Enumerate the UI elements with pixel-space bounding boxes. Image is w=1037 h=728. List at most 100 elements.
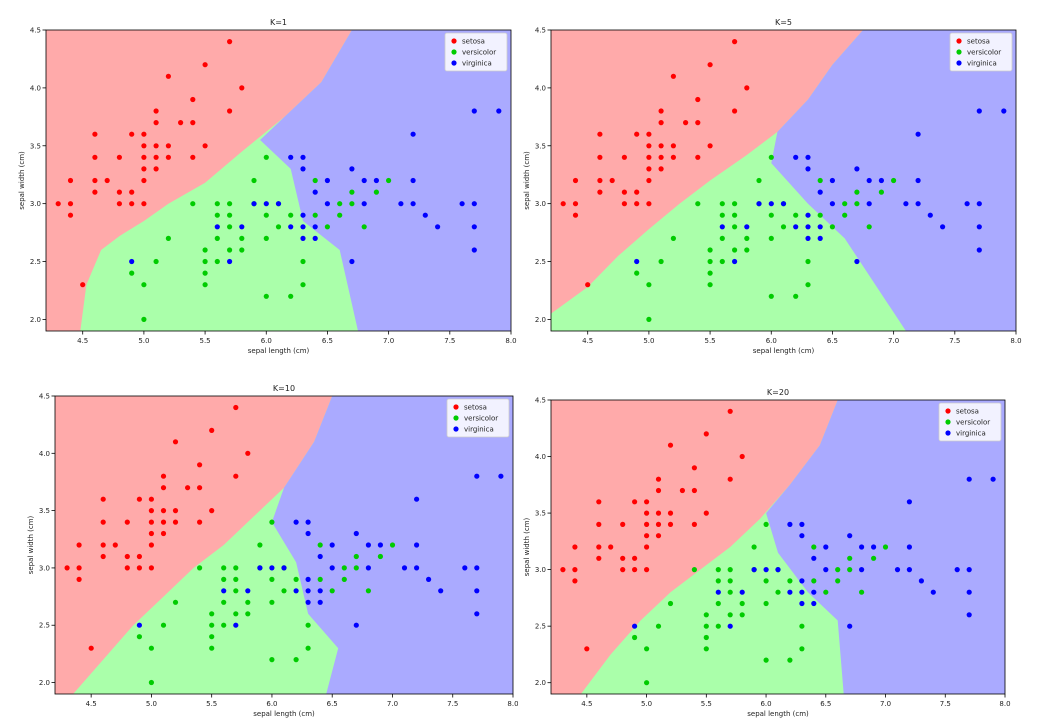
point-virginica: [751, 567, 757, 573]
point-setosa: [585, 282, 591, 288]
point-setosa: [572, 212, 579, 218]
point-setosa: [667, 442, 674, 448]
point-setosa: [100, 553, 106, 560]
point-setosa: [632, 499, 638, 505]
point-setosa: [197, 485, 203, 491]
legend-box: [949, 32, 1013, 72]
x-tick-label: 7.0: [888, 337, 899, 345]
point-versicolor: [763, 657, 769, 663]
x-tick-label: 7.0: [387, 700, 398, 708]
point-virginica: [829, 201, 835, 207]
point-setosa: [732, 39, 738, 45]
point-setosa: [209, 427, 215, 433]
point-versicolor: [768, 212, 774, 218]
point-versicolor: [341, 565, 347, 571]
point-virginica: [964, 201, 970, 207]
point-versicolor: [227, 212, 233, 218]
point-versicolor: [707, 282, 713, 288]
x-tick-label: 7.5: [447, 700, 458, 708]
point-setosa: [646, 201, 652, 207]
point-virginica: [906, 544, 912, 550]
point-virginica: [739, 589, 745, 595]
legend: setosa versicolor virginica: [444, 32, 508, 72]
point-virginica: [410, 177, 416, 184]
point-setosa: [597, 177, 603, 184]
chart-panel-k20: 4.5 5.0 5.5 6.0 6.5 7.0 7.5 8.0 2.0 2.5 3.0 3.5 4.0 4…: [505, 376, 1035, 728]
point-setosa: [190, 120, 196, 126]
point-virginica: [829, 177, 835, 184]
point-virginica: [715, 589, 721, 595]
point-setosa: [233, 473, 239, 479]
point-virginica: [435, 224, 441, 230]
point-virginica: [496, 108, 502, 114]
point-versicolor: [251, 177, 257, 184]
x-tick-label: 8.0: [507, 700, 518, 708]
point-virginica: [305, 599, 311, 605]
x-tick-label: 7.5: [949, 337, 960, 345]
x-tick-label: 5.5: [200, 337, 211, 345]
chart-panel-k1: 4.5 5.0 5.5 6.0 6.5 7.0 7.5 8.0 2.0 2.5 3.0 3.5 4.0 4…: [0, 10, 518, 364]
point-setosa: [239, 85, 245, 91]
y-tick-label: 3.5: [535, 142, 546, 150]
point-versicolor: [269, 576, 275, 582]
point-virginica: [966, 612, 972, 618]
point-versicolor: [644, 680, 650, 686]
point-versicolor: [787, 578, 793, 584]
point-setosa: [209, 508, 215, 514]
point-virginica: [300, 212, 306, 218]
region-virginica: [260, 30, 511, 331]
point-versicolor: [727, 567, 733, 573]
legend-marker-virginica: [451, 60, 457, 66]
point-versicolor: [172, 599, 179, 605]
point-virginica: [474, 565, 480, 571]
point-setosa: [727, 408, 733, 414]
y-axis-label: sepal width (cm): [523, 517, 531, 576]
point-versicolor: [634, 270, 640, 276]
point-virginica: [498, 473, 504, 479]
point-versicolor: [744, 235, 750, 241]
point-versicolor: [227, 201, 233, 207]
point-virginica: [129, 258, 135, 265]
point-setosa: [596, 555, 602, 561]
point-virginica: [288, 224, 294, 230]
point-setosa: [634, 189, 640, 195]
legend-box: [444, 32, 508, 72]
point-virginica: [233, 622, 239, 628]
x-tick-label: 4.5: [582, 337, 593, 345]
y-tick-label: 2.5: [535, 623, 546, 631]
point-versicolor: [842, 201, 848, 207]
point-versicolor: [214, 258, 220, 265]
point-setosa: [92, 177, 98, 184]
point-setosa: [153, 143, 159, 149]
point-versicolor: [891, 177, 897, 184]
x-tick-label: 8.0: [1010, 337, 1021, 345]
point-virginica: [727, 623, 733, 629]
chart-k1: 4.5 5.0 5.5 6.0 6.5 7.0 7.5 8.0 2.0 2.5 3.0 3.5 4.0 4…: [18, 18, 517, 355]
point-setosa: [572, 578, 578, 584]
point-setosa: [160, 530, 167, 537]
point-versicolor: [312, 177, 318, 184]
point-virginica: [349, 166, 355, 172]
point-setosa: [609, 177, 615, 184]
x-tick-label: 7.5: [940, 700, 951, 708]
point-setosa: [67, 177, 74, 184]
point-virginica: [414, 542, 420, 548]
point-versicolor: [667, 600, 674, 607]
point-setosa: [233, 404, 239, 411]
point-versicolor: [160, 622, 167, 628]
point-versicolor: [727, 612, 733, 618]
point-versicolor: [221, 622, 227, 628]
point-virginica: [793, 224, 799, 230]
point-versicolor: [227, 247, 233, 253]
point-virginica: [787, 521, 793, 527]
point-virginica: [365, 565, 371, 571]
point-versicolor: [739, 612, 745, 618]
x-tick-label: 6.0: [266, 700, 277, 708]
point-versicolor: [257, 542, 263, 548]
point-versicolor: [768, 235, 774, 241]
chart-title: K=5: [775, 18, 792, 27]
point-setosa: [670, 73, 676, 79]
point-versicolor: [214, 235, 220, 241]
point-virginica: [471, 201, 477, 207]
point-setosa: [190, 154, 196, 160]
